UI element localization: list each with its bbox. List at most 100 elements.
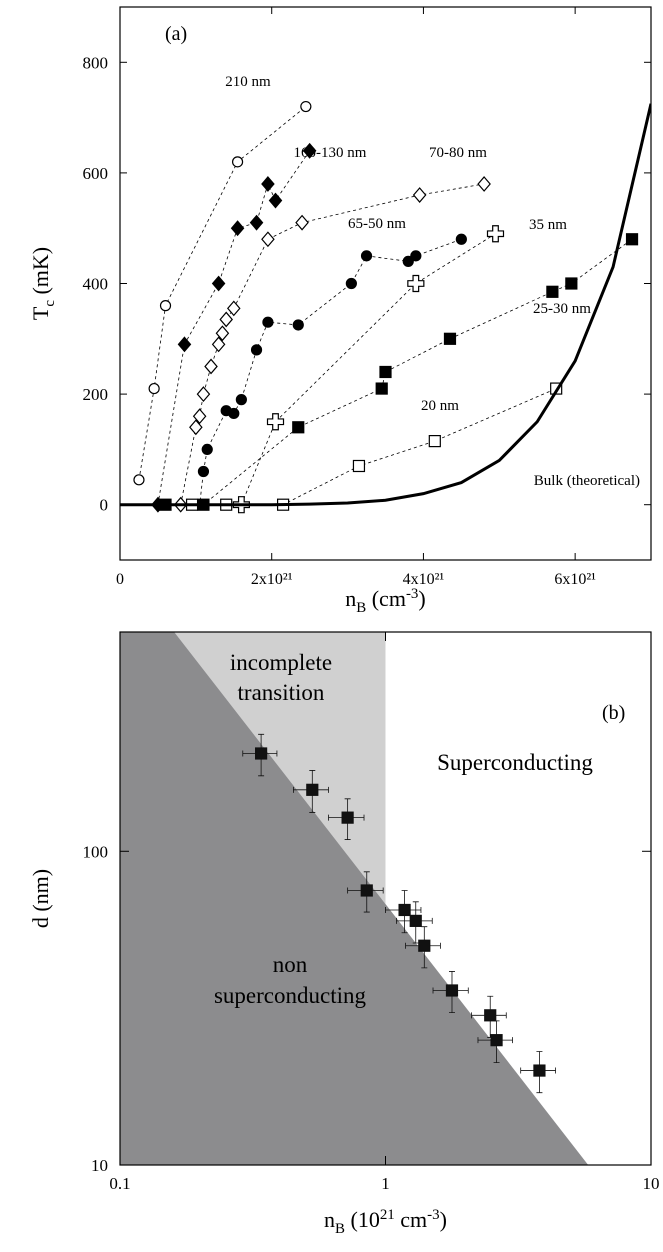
- marker: [215, 325, 230, 342]
- series-label: 25-30 nm: [533, 301, 591, 317]
- marker: [235, 394, 247, 406]
- region-label: non: [273, 952, 308, 977]
- label-part: n: [345, 586, 356, 611]
- x-axis-label: nB (cm-3): [345, 586, 425, 616]
- series-line: [180, 183, 485, 505]
- label-part: B: [335, 1221, 345, 1237]
- marker: [412, 187, 427, 203]
- series-label: 65-50 nm: [348, 216, 406, 232]
- y-tick-label: 10: [91, 1156, 108, 1175]
- label-part: T: [28, 306, 53, 320]
- series-label: 160-130 nm: [294, 145, 367, 161]
- x-tick-label: 0.1: [109, 1174, 130, 1193]
- marker: [204, 358, 218, 375]
- marker: [398, 903, 411, 917]
- marker: [360, 250, 373, 262]
- y-tick-label: 100: [83, 842, 109, 861]
- region: [174, 632, 386, 905]
- marker: [226, 300, 241, 317]
- label-part: c: [42, 300, 58, 307]
- y-axis-label: Tc (mK): [28, 247, 58, 320]
- marker: [201, 443, 213, 455]
- marker: [418, 939, 431, 952]
- marker: [261, 231, 275, 248]
- series: [232, 225, 505, 514]
- marker: [219, 311, 233, 328]
- region-label: transition: [238, 680, 325, 705]
- x-axis-label: nB (1021 cm-3): [324, 1207, 447, 1237]
- series: [120, 103, 651, 507]
- marker: [230, 220, 245, 237]
- marker: [189, 419, 203, 436]
- region-label: Superconducting: [437, 750, 593, 775]
- label-part: n: [324, 1207, 335, 1232]
- marker: [133, 474, 145, 486]
- series-label: Bulk (theoretical): [534, 473, 640, 489]
- label-part: cm: [395, 1207, 427, 1232]
- marker: [486, 225, 505, 243]
- marker: [196, 386, 211, 403]
- panel-label: (b): [602, 702, 625, 724]
- marker: [490, 1034, 503, 1047]
- marker: [410, 250, 422, 262]
- marker: [484, 1009, 497, 1022]
- marker: [266, 413, 285, 431]
- series-line: [165, 238, 633, 506]
- marker: [177, 336, 192, 353]
- x-tick-label: 0: [116, 571, 124, 588]
- y-tick-label: 200: [83, 385, 109, 404]
- marker: [407, 274, 425, 293]
- marker: [211, 275, 226, 292]
- series: [151, 142, 317, 513]
- marker: [292, 319, 304, 331]
- marker: [375, 382, 388, 395]
- series-label: 20 nm: [421, 398, 459, 414]
- marker: [443, 332, 457, 345]
- marker: [306, 783, 319, 796]
- marker: [352, 459, 366, 473]
- label-part: -3: [427, 1207, 439, 1223]
- marker: [302, 142, 317, 159]
- series-line: [241, 233, 496, 505]
- x-tick-label: 2x10²¹: [251, 571, 293, 588]
- marker: [211, 336, 226, 353]
- x-tick-label: 4x10²¹: [403, 571, 445, 588]
- marker: [565, 277, 578, 290]
- marker: [250, 344, 263, 356]
- series-label: 70-80 nm: [429, 145, 487, 161]
- marker: [345, 277, 357, 290]
- series: [133, 100, 312, 486]
- x-tick-label: 1: [381, 1174, 390, 1193]
- series-line: [192, 388, 557, 506]
- series-line: [157, 150, 310, 505]
- label-part: ): [418, 586, 425, 611]
- panel-label: (a): [165, 23, 187, 45]
- x-tick-label: 10: [643, 1174, 660, 1193]
- marker: [360, 884, 373, 897]
- series: [242, 733, 556, 1094]
- label-part: ): [440, 1207, 447, 1232]
- marker: [255, 747, 268, 760]
- series-label: 35 nm: [529, 217, 567, 233]
- marker: [409, 914, 422, 927]
- label-part: (10: [345, 1207, 380, 1232]
- marker: [533, 1064, 546, 1077]
- series: [173, 176, 491, 513]
- label-part: -3: [406, 586, 418, 602]
- marker: [268, 192, 283, 209]
- marker: [341, 811, 354, 824]
- marker: [300, 100, 312, 113]
- region-label: incomplete: [230, 650, 332, 675]
- marker: [262, 316, 274, 328]
- x-tick-label: 6x10²¹: [554, 571, 596, 588]
- marker: [445, 984, 459, 997]
- series: [159, 233, 639, 511]
- series: [156, 233, 467, 511]
- marker: [402, 255, 414, 267]
- marker: [455, 233, 467, 245]
- marker: [197, 465, 210, 478]
- marker: [625, 233, 639, 246]
- marker: [192, 408, 207, 425]
- marker: [292, 421, 305, 434]
